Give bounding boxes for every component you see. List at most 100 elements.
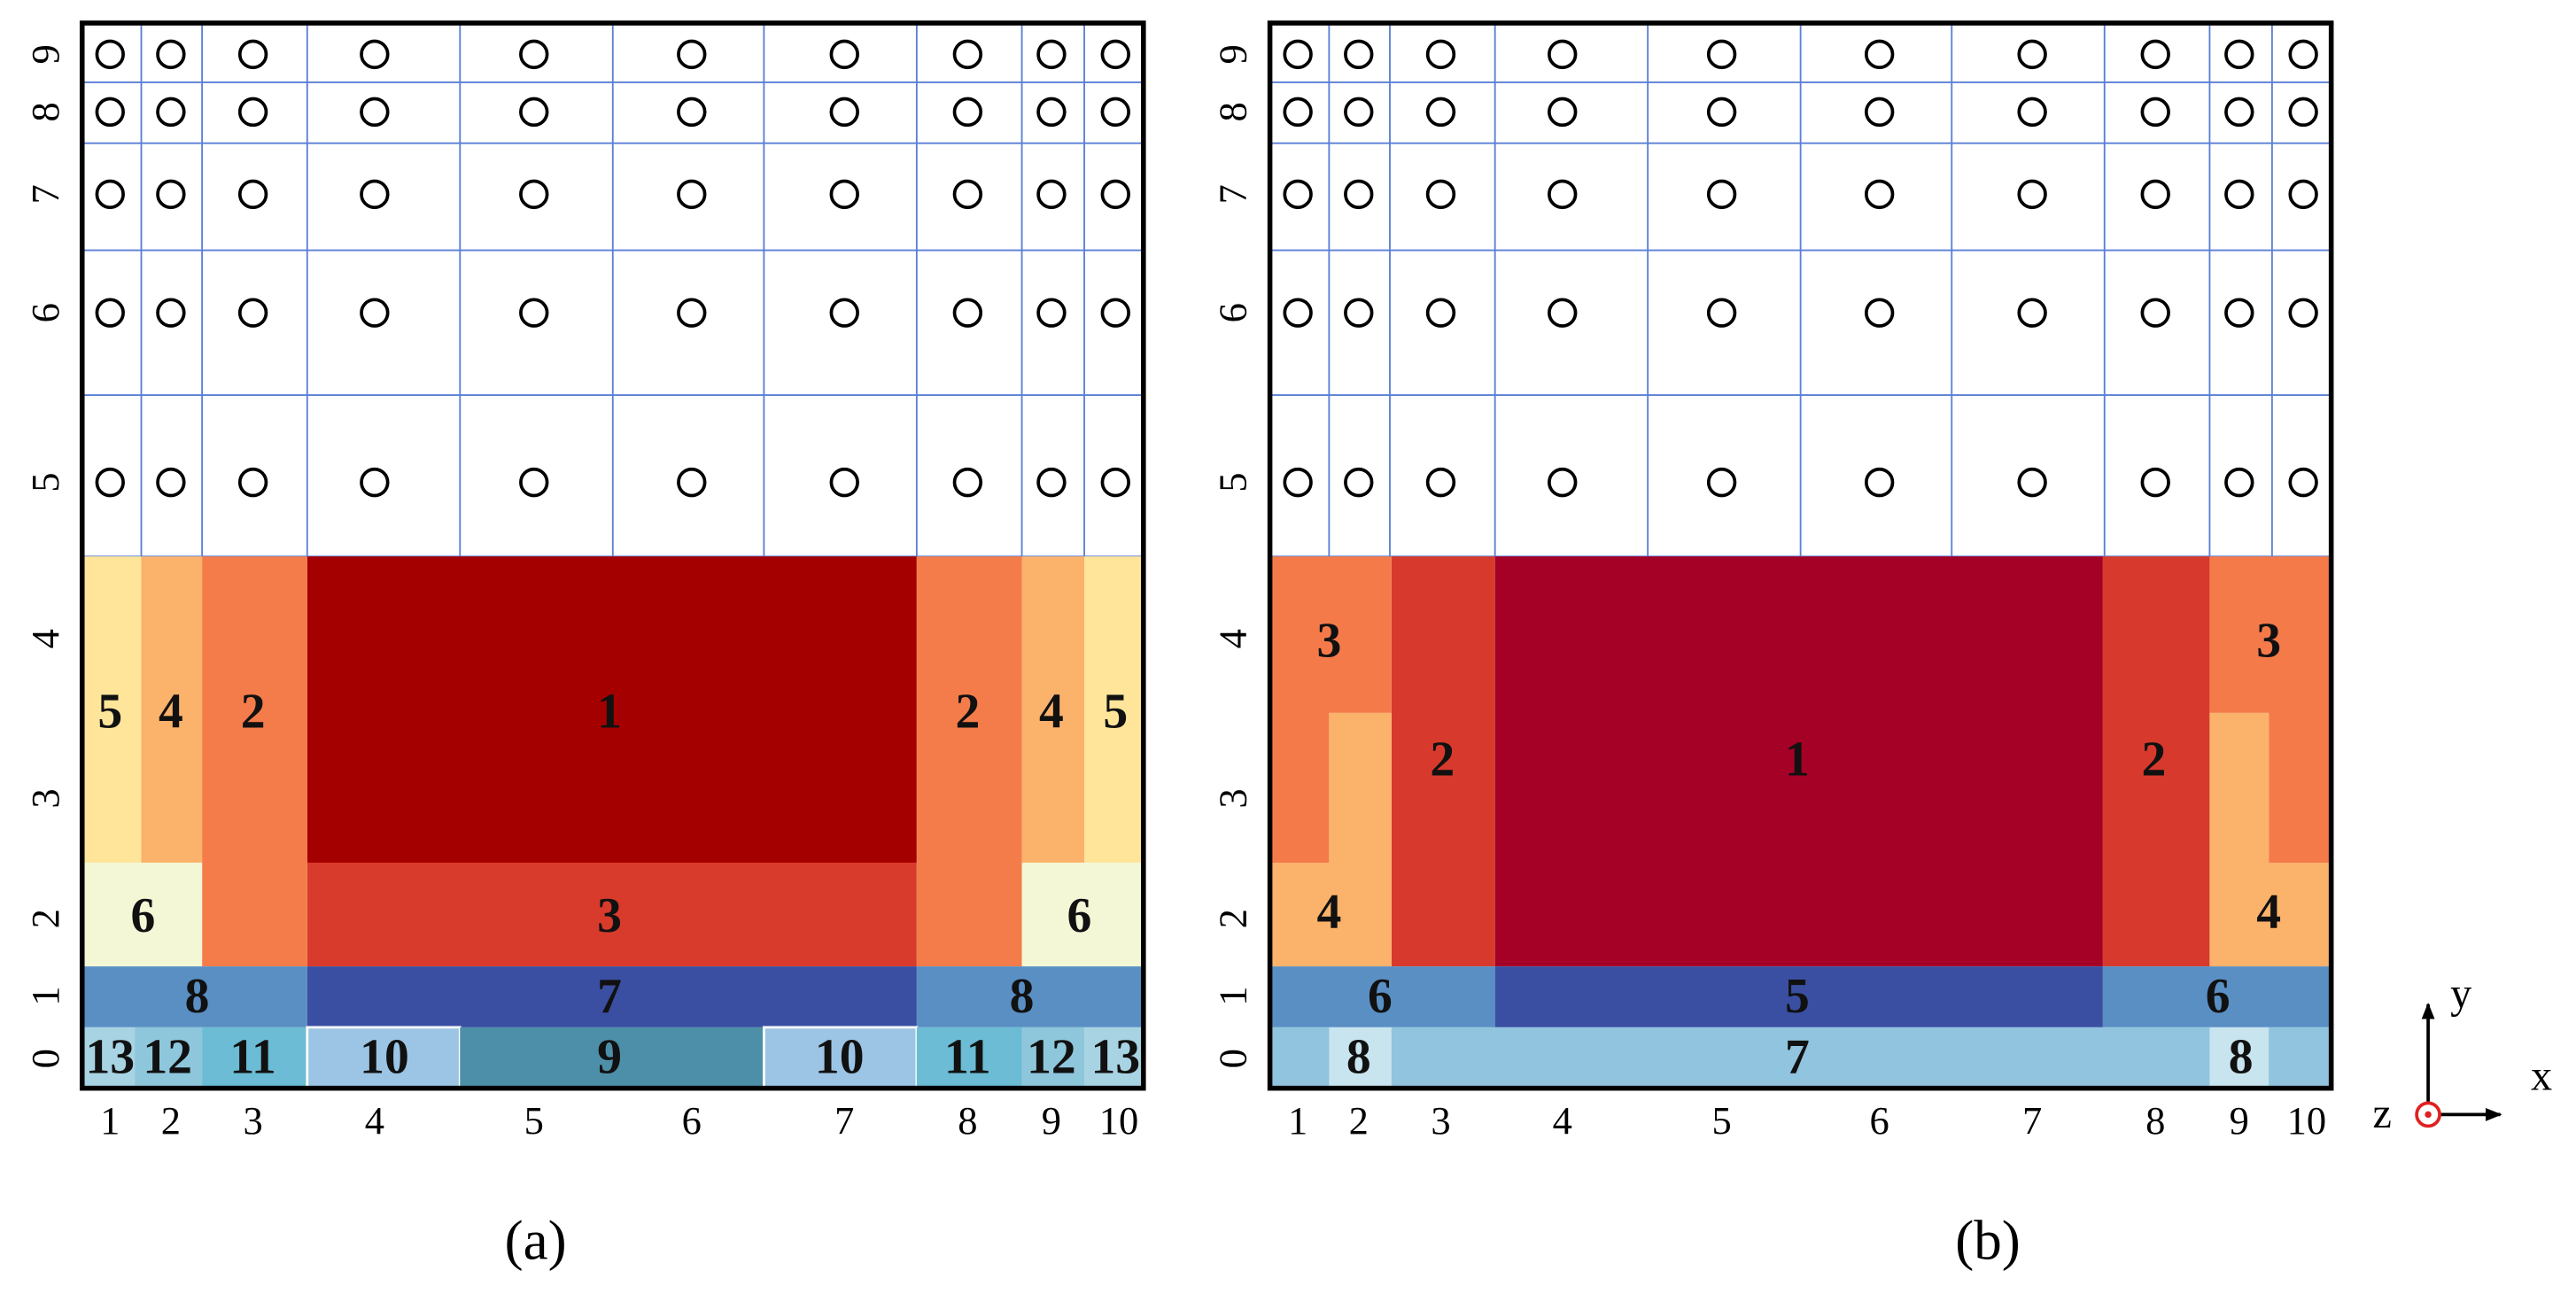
node-marker [519, 298, 549, 328]
node-marker [360, 179, 390, 210]
node-marker [2288, 39, 2318, 70]
node-marker [1100, 39, 1130, 70]
region [1084, 556, 1144, 863]
x-tick-label: 5 [1711, 1098, 1731, 1143]
region-label: 6 [2206, 969, 2231, 1024]
node-marker [952, 97, 983, 128]
node-marker [829, 39, 859, 70]
node-marker [156, 467, 186, 498]
region [2102, 966, 2332, 1027]
node-marker [2288, 97, 2318, 128]
x-tick-label: 4 [365, 1098, 384, 1143]
x-tick-label: 5 [524, 1098, 544, 1143]
region [916, 556, 1022, 967]
node-marker [1706, 39, 1737, 70]
node-marker [1036, 467, 1067, 498]
node-marker [2140, 97, 2170, 128]
y-tick-label: 2 [23, 909, 67, 928]
y-tick-label: 4 [23, 629, 67, 648]
region-label: 13 [1090, 1030, 1140, 1085]
y-tick-label: 0 [23, 1049, 67, 1068]
region-label: 2 [955, 684, 980, 739]
node-marker [1425, 39, 1456, 70]
y-tick-label: 0 [1211, 1049, 1255, 1068]
node-marker [519, 467, 549, 498]
region-label: 7 [1785, 1030, 1810, 1085]
region-label: 8 [185, 969, 210, 1024]
x-tick-label: 6 [1870, 1098, 1889, 1143]
node-marker [1706, 467, 1737, 498]
node-marker [677, 97, 707, 128]
node-marker [1548, 467, 1578, 498]
node-marker [95, 179, 125, 210]
region-label: 13 [85, 1030, 135, 1085]
axes-icon: y x z [2372, 970, 2552, 1137]
x-tick-label: 9 [2230, 1098, 2249, 1143]
node-marker [2017, 179, 2047, 210]
z-dot [2425, 1111, 2432, 1119]
node-marker [237, 298, 268, 328]
region-label: 12 [1027, 1030, 1076, 1085]
region [1021, 863, 1144, 967]
x-tick-label: 6 [682, 1098, 702, 1143]
node-marker [1425, 298, 1456, 328]
node-marker [2224, 39, 2254, 70]
region-label: 6 [130, 888, 155, 943]
x-tick-label: 1 [100, 1098, 120, 1143]
region [460, 1027, 764, 1089]
region-label: 10 [815, 1030, 865, 1085]
y-tick-label: 1 [23, 986, 67, 1005]
node-marker [1548, 97, 1578, 128]
node-marker [829, 298, 859, 328]
node-marker [237, 97, 268, 128]
region [2209, 556, 2332, 863]
y-tick-label: 7 [1211, 184, 1255, 204]
node-marker [2017, 467, 2047, 498]
node-marker [2288, 298, 2318, 328]
region [2209, 1027, 2270, 1089]
node-marker [952, 39, 983, 70]
node-marker [1344, 467, 1374, 498]
region-label: 2 [2141, 732, 2166, 786]
y-tick-label: 6 [23, 303, 67, 322]
node-marker [2140, 298, 2170, 328]
region-label: 3 [597, 888, 622, 943]
region [306, 556, 917, 863]
x-tick-label: 3 [1431, 1098, 1450, 1143]
node-marker [1344, 39, 1374, 70]
node-marker [1036, 39, 1067, 70]
node-marker [237, 467, 268, 498]
node-marker [95, 39, 125, 70]
region [306, 966, 917, 1027]
node-marker [1283, 179, 1313, 210]
y-tick-label: 2 [1211, 909, 1255, 928]
y-tick-label: 9 [23, 44, 67, 64]
region-label: 8 [2229, 1030, 2254, 1085]
node-marker [1344, 179, 1374, 210]
node-marker [1425, 97, 1456, 128]
region-label: 2 [241, 684, 266, 739]
x-tick-label: 2 [1349, 1098, 1369, 1143]
node-marker [1864, 97, 1895, 128]
node-marker [156, 97, 186, 128]
node-marker [1100, 467, 1130, 498]
node-marker [1283, 298, 1313, 328]
region [81, 1027, 136, 1089]
node-marker [829, 97, 859, 128]
node-marker [360, 298, 390, 328]
y-tick-label: 3 [1211, 788, 1255, 808]
node-marker [156, 179, 186, 210]
region [81, 966, 307, 1027]
node-marker [360, 97, 390, 128]
region-label: 12 [143, 1030, 192, 1085]
node-marker [1100, 298, 1130, 328]
region-label: 6 [1368, 969, 1393, 1024]
node-marker [360, 39, 390, 70]
region-label: 4 [1039, 684, 1064, 739]
region [2209, 712, 2332, 967]
node-marker [237, 179, 268, 210]
node-marker [360, 467, 390, 498]
region-label: 4 [1316, 885, 1341, 940]
